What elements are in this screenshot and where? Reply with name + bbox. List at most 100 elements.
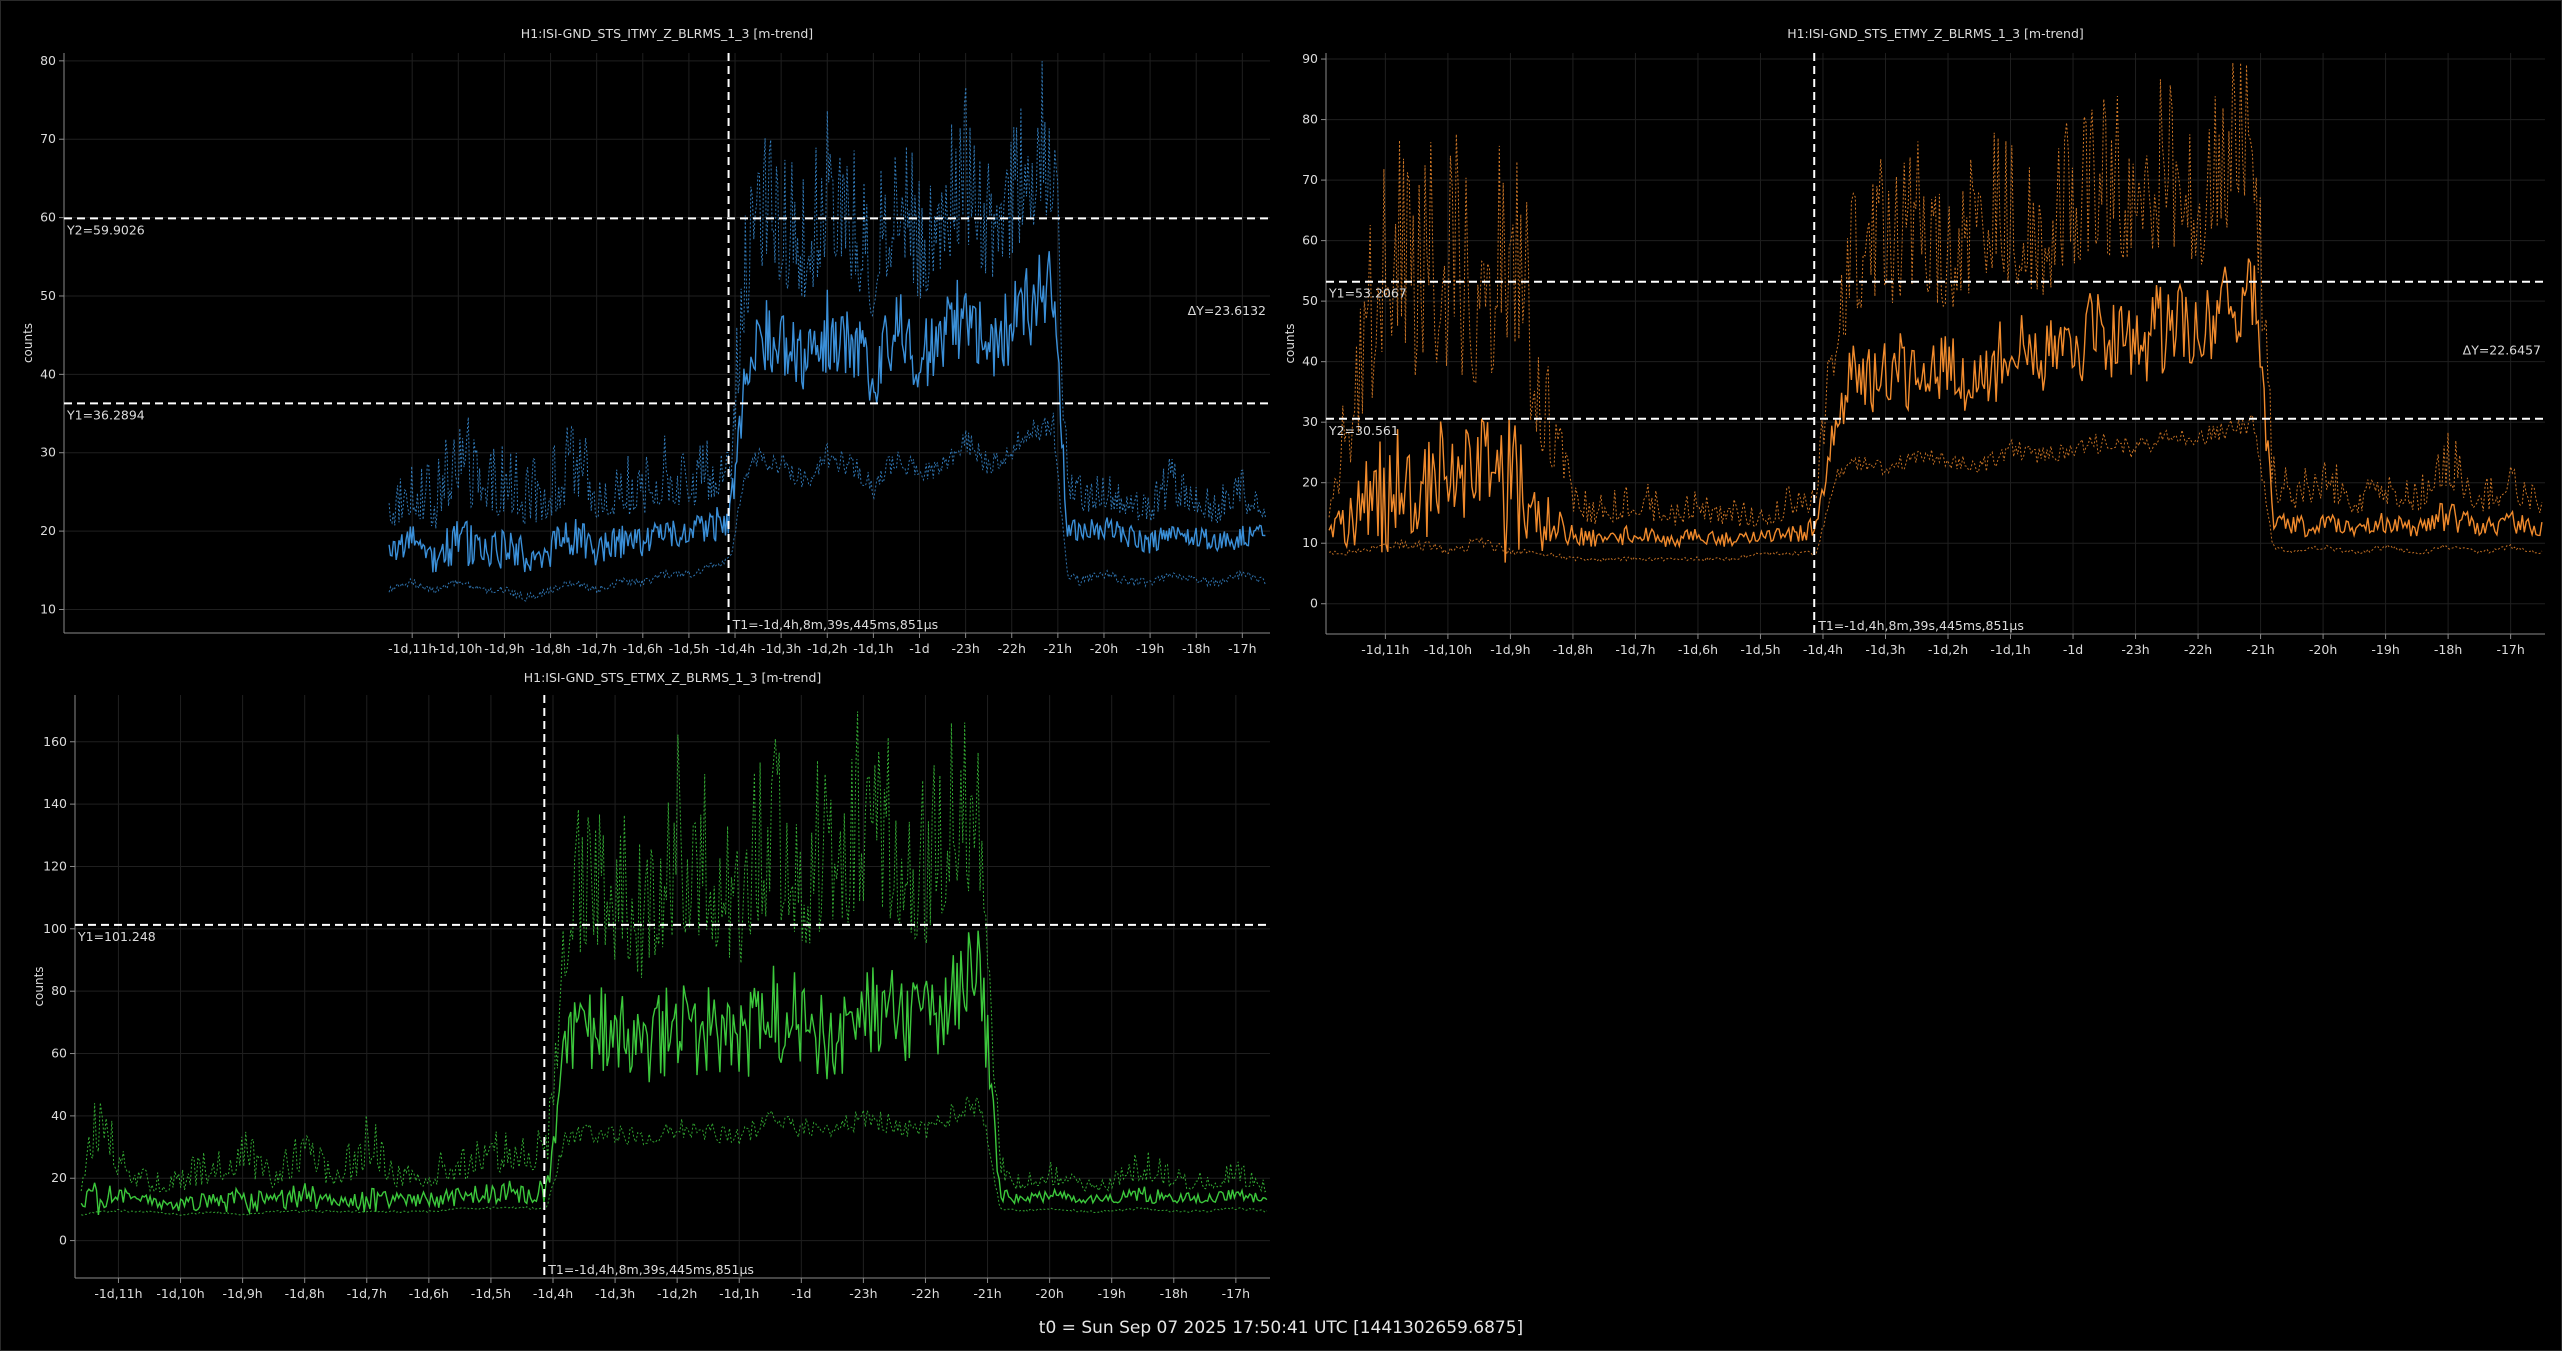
x-tick-label: -1d,11h [94,1286,142,1301]
y-tick-label: 30 [40,445,56,460]
y-tick-label: 100 [43,921,67,936]
cursor-horizontal-label: Y1=36.2894 [66,407,145,422]
x-tick-label: -1d,4h [1803,642,1843,657]
y-tick-label: 60 [51,1046,67,1061]
x-tick-label: -1d [2063,642,2083,657]
chart-svg: H1:ISI-GND_STS_ITMY_Z_BLRMS_1_3 [m-trend… [21,26,1270,656]
x-tick-label: -1d,10h [1424,642,1472,657]
x-tick-label: -1d,1h [853,641,893,656]
y-tick-label: 140 [43,796,67,811]
x-tick-label: -19h [1098,1286,1126,1301]
x-tick-label: -1d,2h [807,641,847,656]
x-tick-label: -17h [1228,641,1256,656]
x-tick-label: -1d,7h [577,641,617,656]
x-tick-label: -1d,1h [1990,642,2030,657]
x-tick-label: -1d,6h [1678,642,1718,657]
x-tick-label: -1d [791,1286,811,1301]
y-axis-label: counts [32,966,46,1006]
x-tick-label: -22h [911,1286,939,1301]
y-tick-label: 20 [40,523,56,538]
y-tick-label: 40 [51,1108,67,1123]
x-tick-label: -1d,6h [623,641,663,656]
y-tick-label: 80 [1302,112,1318,127]
series-mean-line [388,251,1266,573]
y-tick-label: 70 [40,131,56,146]
cursor-delta-label: ΔY=22.6457 [2463,342,2541,357]
chart-svg: H1:ISI-GND_STS_ETMY_Z_BLRMS_1_3 [m-trend… [1283,26,2545,657]
y-tick-label: 10 [1302,535,1318,550]
y-tick-label: 50 [40,288,56,303]
x-tick-label: -1d,8h [1553,642,1593,657]
x-tick-label: -21h [973,1286,1001,1301]
cursor-delta-label: ΔY=23.6132 [1188,303,1266,318]
x-tick-label: -20h [2309,642,2337,657]
series-max-line [388,61,1266,529]
x-tick-label: -1d,4h [533,1286,573,1301]
chart-svg: H1:ISI-GND_STS_ETMX_Z_BLRMS_1_3 [m-trend… [32,670,1270,1301]
y-tick-label: 160 [43,734,67,749]
x-tick-label: -1d,8h [285,1286,325,1301]
cursor-horizontal-label: Y1=101.248 [77,929,156,944]
x-tick-label: -1d,9h [484,641,524,656]
x-tick-label: -23h [951,641,979,656]
x-tick-label: -1d,11h [1361,642,1409,657]
series-mean-line [1328,258,2543,563]
x-tick-label: -20h [1090,641,1118,656]
x-tick-label: -1d,3h [761,641,801,656]
y-tick-label: 80 [40,53,56,68]
y-tick-label: 50 [1302,293,1318,308]
plot-panel-itmy[interactable]: H1:ISI-GND_STS_ITMY_Z_BLRMS_1_3 [m-trend… [0,0,1280,668]
x-tick-label: -22h [998,641,1026,656]
x-tick-label: -1d [909,641,929,656]
x-tick-label: -1d,11h [388,641,436,656]
x-tick-label: -1d,10h [434,641,482,656]
x-tick-label: -17h [1222,1286,1250,1301]
series-max-line [80,711,1268,1193]
series-mean-line [80,930,1268,1216]
y-tick-label: 60 [1302,233,1318,248]
y-axis-label: counts [1283,323,1297,363]
x-tick-label: -1d,3h [1865,642,1905,657]
x-tick-label: -1d,10h [156,1286,204,1301]
y-tick-label: 60 [40,210,56,225]
x-tick-label: -1d,5h [471,1286,511,1301]
series-min-line [1328,414,2543,562]
x-tick-label: -1d,4h [715,641,755,656]
cursor-horizontal-label: Y1=53.2067 [1328,286,1407,301]
x-tick-label: -23h [2121,642,2149,657]
series-max-line [1328,62,2543,528]
y-tick-label: 80 [51,983,67,998]
x-tick-label: -20h [1035,1286,1063,1301]
y-tick-label: 40 [40,366,56,381]
x-tick-label: -1d,7h [347,1286,387,1301]
plot-area [1328,62,2543,563]
x-tick-label: -18h [2434,642,2462,657]
y-tick-label: 30 [1302,414,1318,429]
x-tick-label: -1d,8h [530,641,570,656]
y-tick-label: 40 [1302,354,1318,369]
x-tick-label: -18h [1160,1286,1188,1301]
x-tick-label: -1d,2h [1928,642,1968,657]
plot-panel-etmy[interactable]: H1:ISI-GND_STS_ETMY_Z_BLRMS_1_3 [m-trend… [1280,0,2562,668]
x-tick-label: -18h [1182,641,1210,656]
cursor-vertical-label: T1=-1d,4h,8m,39s,445ms,851µs [1817,618,2024,633]
x-tick-label: -21h [2246,642,2274,657]
x-tick-label: -1d,5h [1740,642,1780,657]
x-tick-label: -17h [2496,642,2524,657]
chart-title: H1:ISI-GND_STS_ITMY_Z_BLRMS_1_3 [m-trend… [521,26,813,41]
cursor-horizontal-label: Y2=30.561 [1328,423,1399,438]
y-tick-label: 70 [1302,172,1318,187]
x-tick-label: -1d,5h [669,641,709,656]
x-tick-label: -1d,9h [222,1286,262,1301]
y-axis-label: counts [21,323,35,363]
plot-area [80,711,1268,1216]
y-tick-label: 120 [43,858,67,873]
x-tick-label: -1d,6h [409,1286,449,1301]
x-tick-label: -1d,1h [719,1286,759,1301]
x-tick-label: -1d,3h [595,1286,635,1301]
plot-area [388,61,1266,602]
y-tick-label: 0 [1310,596,1318,611]
x-tick-label: -19h [1136,641,1164,656]
plot-panel-etmx[interactable]: H1:ISI-GND_STS_ETMX_Z_BLRMS_1_3 [m-trend… [0,668,1280,1310]
y-tick-label: 20 [1302,475,1318,490]
